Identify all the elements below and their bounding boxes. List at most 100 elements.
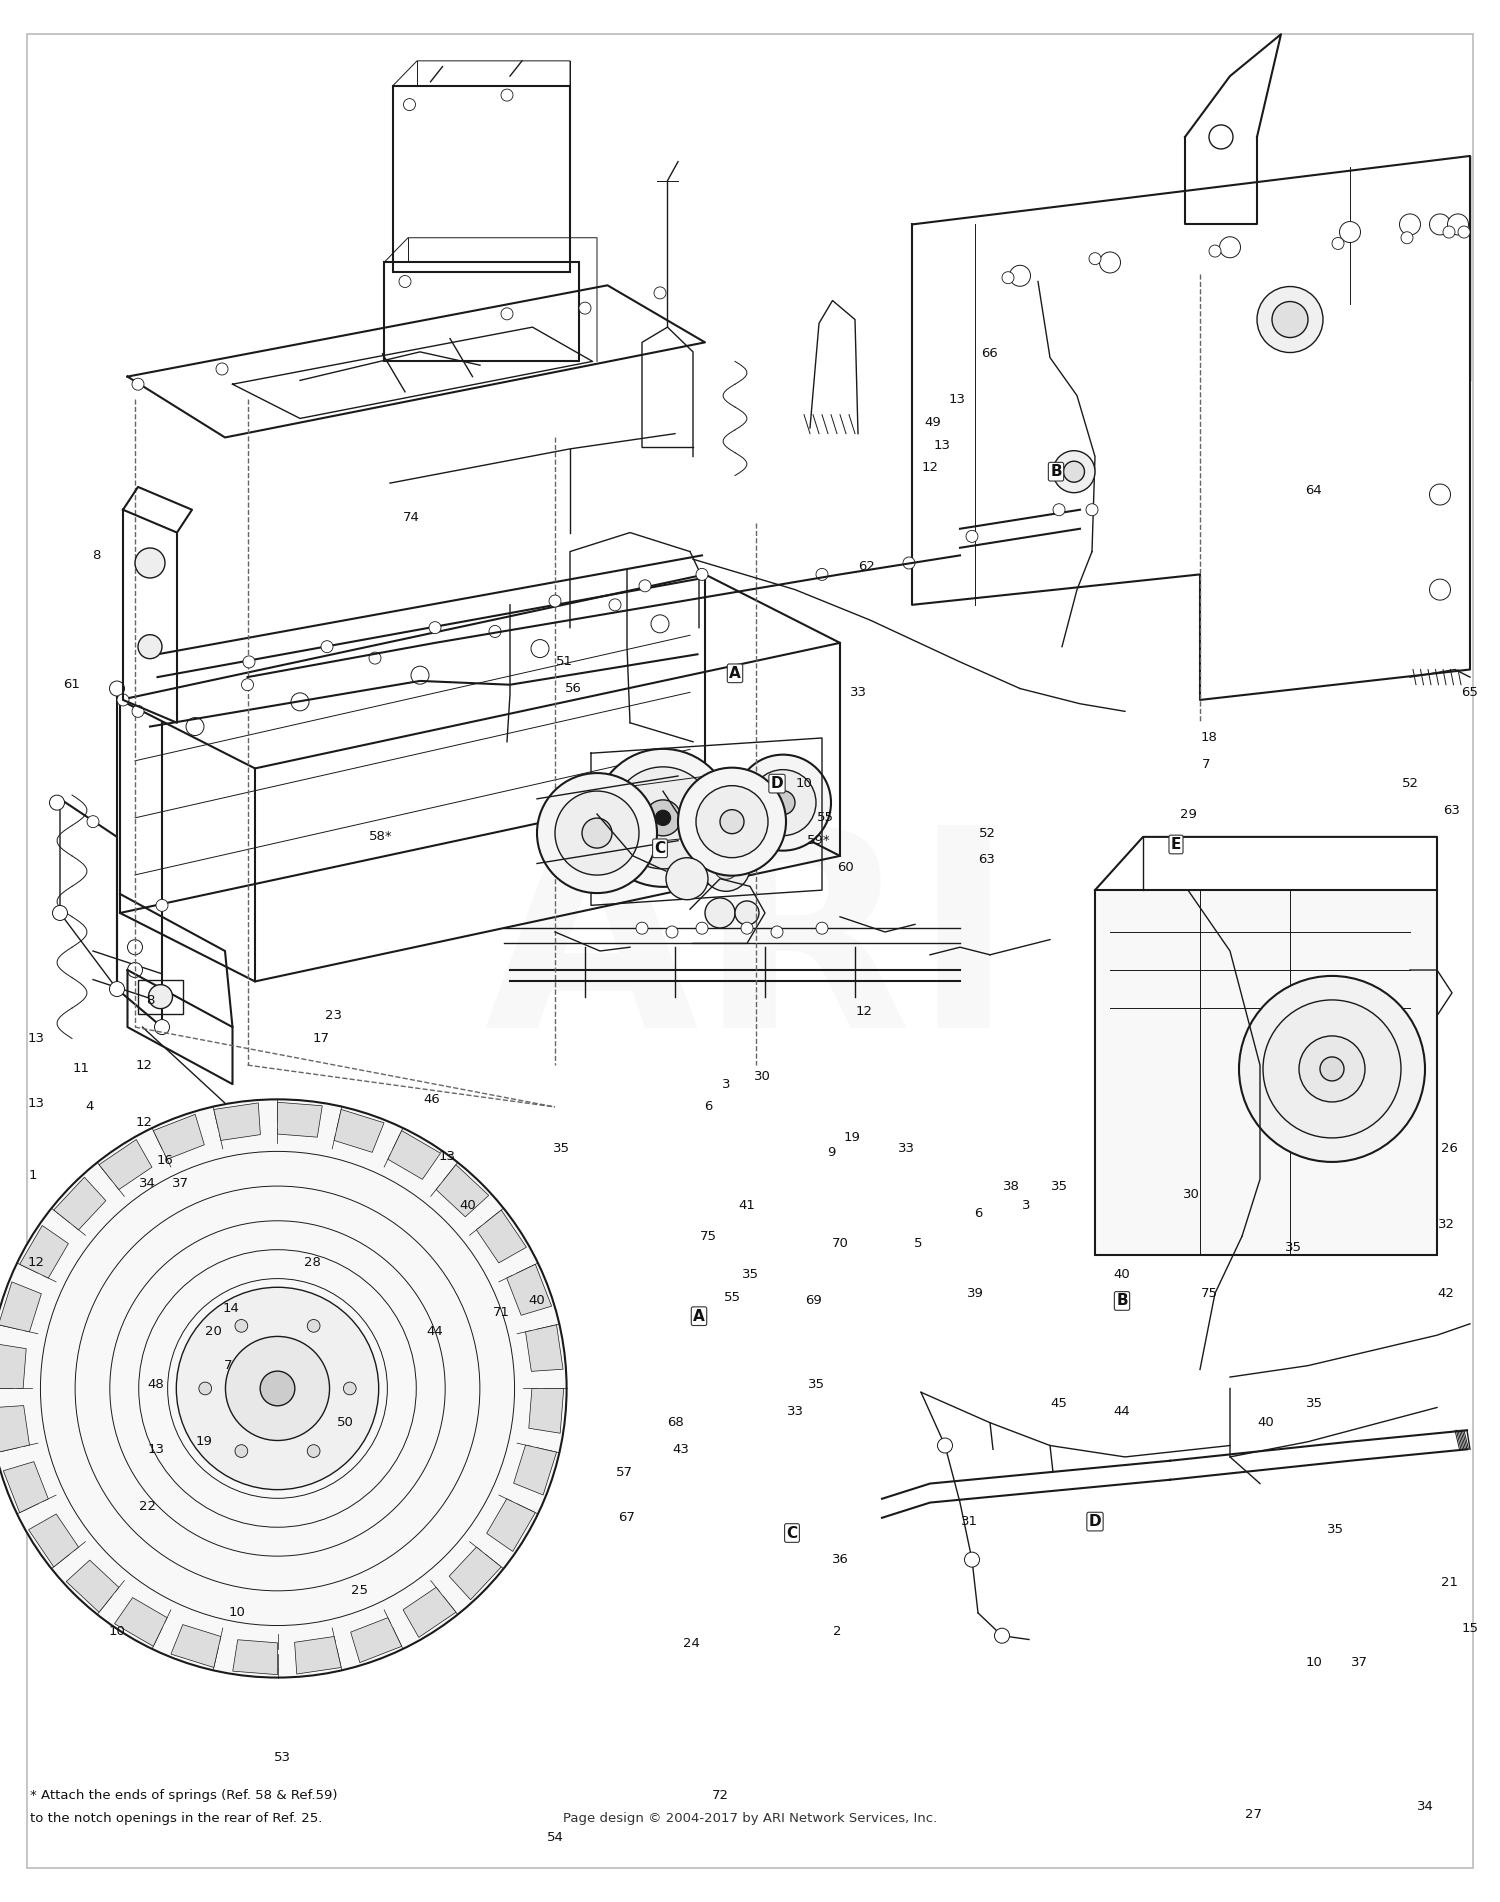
Circle shape (0, 1099, 567, 1678)
Circle shape (87, 816, 99, 827)
Text: 10: 10 (228, 1607, 246, 1619)
Circle shape (216, 363, 228, 375)
Circle shape (771, 791, 795, 814)
Text: 25: 25 (351, 1584, 369, 1596)
Text: 35: 35 (1326, 1524, 1344, 1535)
Circle shape (938, 1438, 952, 1453)
Circle shape (138, 635, 162, 658)
Polygon shape (351, 1619, 402, 1662)
Text: 22: 22 (138, 1501, 156, 1512)
Circle shape (132, 706, 144, 717)
Circle shape (260, 1371, 296, 1406)
Text: 75: 75 (1200, 1288, 1218, 1299)
Text: 3: 3 (1022, 1200, 1031, 1212)
Circle shape (177, 1288, 378, 1489)
Text: 57: 57 (615, 1466, 633, 1478)
Polygon shape (388, 1130, 441, 1179)
Circle shape (666, 926, 678, 938)
Text: 63: 63 (978, 854, 996, 865)
Polygon shape (278, 1103, 322, 1137)
Circle shape (128, 940, 142, 955)
Circle shape (549, 595, 561, 607)
Circle shape (994, 1628, 1010, 1643)
Circle shape (678, 768, 786, 875)
Text: 44: 44 (426, 1326, 444, 1337)
Circle shape (816, 569, 828, 580)
Text: C: C (654, 841, 666, 856)
Polygon shape (513, 1446, 556, 1495)
Text: 52: 52 (1401, 778, 1419, 789)
Text: 35: 35 (1305, 1398, 1323, 1409)
Text: 20: 20 (204, 1326, 222, 1337)
Text: 30: 30 (753, 1071, 771, 1082)
Polygon shape (214, 1103, 261, 1141)
Circle shape (1401, 232, 1413, 243)
Circle shape (609, 599, 621, 611)
Circle shape (1400, 213, 1420, 236)
Circle shape (236, 1320, 248, 1331)
Text: 21: 21 (1440, 1577, 1458, 1588)
Text: 35: 35 (741, 1269, 759, 1280)
Text: 26: 26 (1440, 1143, 1458, 1155)
Text: 32: 32 (1437, 1219, 1455, 1231)
Text: 48: 48 (147, 1379, 165, 1390)
Circle shape (579, 302, 591, 314)
Circle shape (501, 308, 513, 320)
Polygon shape (448, 1546, 501, 1600)
Text: 53: 53 (273, 1752, 291, 1763)
Circle shape (501, 89, 513, 101)
Text: 12: 12 (135, 1059, 153, 1071)
Circle shape (1086, 504, 1098, 515)
Circle shape (555, 791, 639, 875)
Text: 36: 36 (831, 1554, 849, 1565)
Polygon shape (20, 1225, 69, 1278)
Text: 56: 56 (564, 683, 582, 694)
Text: 33: 33 (897, 1143, 915, 1155)
Text: 27: 27 (1245, 1809, 1263, 1820)
Text: 40: 40 (1257, 1417, 1275, 1428)
Text: 65: 65 (1461, 687, 1479, 698)
Circle shape (654, 287, 666, 299)
Bar (1095, 890, 1437, 1255)
Text: 46: 46 (423, 1094, 441, 1105)
Circle shape (696, 569, 708, 580)
Circle shape (1053, 504, 1065, 515)
Circle shape (645, 801, 681, 835)
Circle shape (702, 843, 750, 892)
Text: 6: 6 (974, 1208, 982, 1219)
Text: 39: 39 (966, 1288, 984, 1299)
Text: 29: 29 (1179, 808, 1197, 820)
Circle shape (1209, 126, 1233, 148)
Text: 7: 7 (1202, 759, 1210, 770)
Circle shape (1299, 1037, 1365, 1101)
Text: 51: 51 (555, 656, 573, 668)
Circle shape (1053, 451, 1095, 493)
Circle shape (966, 531, 978, 542)
Polygon shape (171, 1624, 220, 1668)
Circle shape (291, 692, 309, 711)
Text: 5: 5 (914, 1238, 922, 1250)
Circle shape (714, 856, 738, 879)
Circle shape (200, 1383, 211, 1394)
Circle shape (1430, 213, 1450, 236)
Text: 42: 42 (1437, 1288, 1455, 1299)
Polygon shape (507, 1265, 552, 1316)
Circle shape (582, 818, 612, 848)
Circle shape (816, 922, 828, 934)
Text: 67: 67 (618, 1512, 636, 1524)
Text: 18: 18 (1200, 732, 1218, 744)
Text: 49: 49 (924, 417, 942, 428)
Circle shape (369, 652, 381, 664)
Text: 52: 52 (978, 827, 996, 839)
Polygon shape (114, 1598, 166, 1647)
Text: 12: 12 (27, 1257, 45, 1269)
Text: 11: 11 (72, 1063, 90, 1075)
Polygon shape (0, 1406, 30, 1451)
Text: 3: 3 (722, 1078, 730, 1090)
Polygon shape (477, 1210, 526, 1263)
Text: 31: 31 (960, 1516, 978, 1527)
Text: 35: 35 (552, 1143, 570, 1155)
Text: 13: 13 (438, 1151, 456, 1162)
Text: A: A (729, 666, 741, 681)
Circle shape (1209, 245, 1221, 257)
